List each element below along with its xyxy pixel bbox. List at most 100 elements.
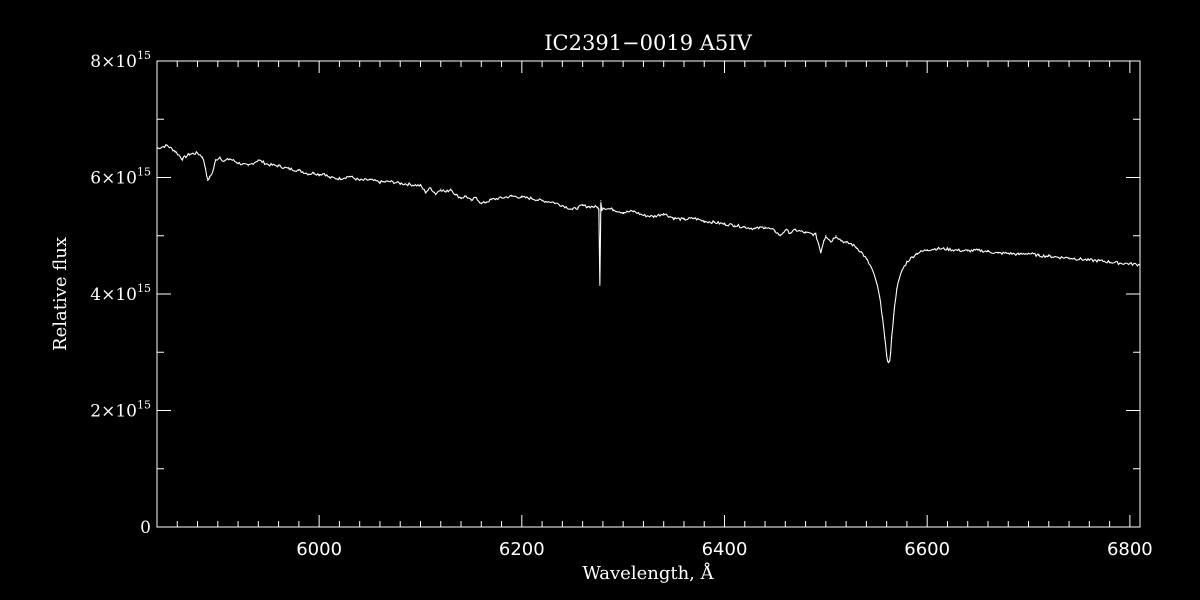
data-point bbox=[977, 249, 979, 251]
chart-title: IC2391−0019 A5IV bbox=[544, 31, 752, 55]
data-point bbox=[379, 181, 381, 183]
data-point bbox=[598, 208, 600, 211]
data-point bbox=[202, 156, 204, 158]
x-tick-label: 6800 bbox=[1107, 539, 1153, 560]
data-point bbox=[1088, 259, 1090, 261]
data-point bbox=[215, 159, 217, 161]
y-tick-label-base: 6×10 bbox=[90, 169, 137, 189]
data-point bbox=[188, 153, 191, 155]
data-point bbox=[946, 248, 949, 250]
x-tick-label: 6200 bbox=[499, 539, 545, 560]
data-point bbox=[840, 239, 842, 242]
data-point bbox=[348, 175, 351, 177]
data-point bbox=[369, 179, 371, 181]
data-point bbox=[551, 201, 553, 203]
data-point bbox=[886, 354, 888, 356]
y-tick-label: 4×1015 bbox=[90, 282, 151, 305]
data-point bbox=[323, 172, 325, 175]
y-tick-label: 8×1015 bbox=[90, 49, 151, 72]
data-point bbox=[804, 232, 807, 234]
y-axis-label: Relative flux bbox=[50, 237, 71, 351]
data-point bbox=[865, 258, 867, 260]
data-point bbox=[1078, 258, 1080, 260]
data-point bbox=[1058, 256, 1060, 258]
data-point bbox=[313, 172, 315, 174]
data-point bbox=[318, 173, 320, 176]
data-point bbox=[1068, 257, 1070, 259]
data-point bbox=[511, 195, 513, 197]
data-point bbox=[531, 197, 533, 200]
data-point bbox=[455, 194, 457, 196]
data-point bbox=[835, 235, 837, 237]
data-point bbox=[784, 229, 786, 231]
y-tick-label-exponent: 15 bbox=[137, 399, 151, 412]
data-point bbox=[891, 337, 893, 339]
data-point bbox=[663, 213, 665, 215]
data-point bbox=[818, 243, 820, 246]
data-point bbox=[1119, 262, 1121, 264]
data-point bbox=[156, 147, 158, 149]
data-point bbox=[1108, 261, 1111, 263]
data-point bbox=[845, 242, 847, 244]
data-point bbox=[440, 188, 442, 190]
data-point bbox=[652, 215, 655, 218]
data-point bbox=[196, 152, 199, 154]
data-point bbox=[599, 284, 601, 286]
data-point bbox=[359, 179, 361, 182]
data-point bbox=[794, 229, 797, 231]
data-point bbox=[328, 176, 330, 179]
data-point bbox=[911, 256, 913, 258]
data-point bbox=[889, 359, 891, 362]
data-point bbox=[870, 267, 873, 269]
data-point bbox=[893, 313, 895, 315]
data-point bbox=[571, 208, 574, 211]
data-point bbox=[207, 179, 209, 182]
x-tick-label: 6600 bbox=[904, 539, 950, 560]
data-point bbox=[430, 187, 432, 189]
data-point bbox=[926, 249, 928, 251]
y-tick-label: 0 bbox=[140, 518, 151, 538]
data-point bbox=[181, 158, 183, 160]
data-point bbox=[612, 208, 614, 211]
data-point bbox=[825, 235, 827, 237]
data-point bbox=[219, 156, 221, 158]
data-point bbox=[1027, 252, 1030, 254]
data-point bbox=[576, 207, 579, 209]
data-point bbox=[884, 337, 886, 339]
x-tick-label: 6000 bbox=[296, 539, 342, 560]
data-point bbox=[205, 168, 207, 170]
y-tick-label-base: 4×10 bbox=[90, 285, 137, 305]
data-point bbox=[1048, 255, 1050, 257]
data-point bbox=[541, 200, 543, 202]
data-point bbox=[1129, 263, 1131, 265]
data-point bbox=[257, 159, 259, 161]
data-point bbox=[820, 251, 822, 253]
data-point bbox=[278, 165, 280, 167]
x-axis-ticks: 6000 6200 6400 6600 6800 bbox=[176, 61, 1153, 560]
data-point bbox=[673, 217, 675, 219]
data-point bbox=[267, 164, 270, 166]
data-point bbox=[490, 199, 493, 201]
y-tick-label-exponent: 15 bbox=[137, 166, 151, 179]
data-point bbox=[521, 196, 523, 198]
data-point bbox=[298, 169, 300, 172]
data-point bbox=[703, 220, 705, 222]
data-point bbox=[209, 176, 211, 179]
data-point bbox=[823, 239, 825, 242]
data-point bbox=[409, 183, 411, 186]
data-point bbox=[860, 251, 862, 253]
data-point bbox=[642, 214, 645, 216]
data-point bbox=[901, 270, 903, 272]
data-point bbox=[600, 200, 602, 202]
data-point bbox=[622, 211, 624, 214]
data-point bbox=[1007, 252, 1009, 254]
data-point bbox=[587, 206, 589, 208]
data-point bbox=[389, 180, 391, 183]
data-point bbox=[906, 261, 908, 263]
data-point bbox=[875, 281, 878, 283]
data-point bbox=[582, 204, 584, 207]
data-point bbox=[713, 221, 715, 223]
data-point bbox=[237, 162, 239, 164]
